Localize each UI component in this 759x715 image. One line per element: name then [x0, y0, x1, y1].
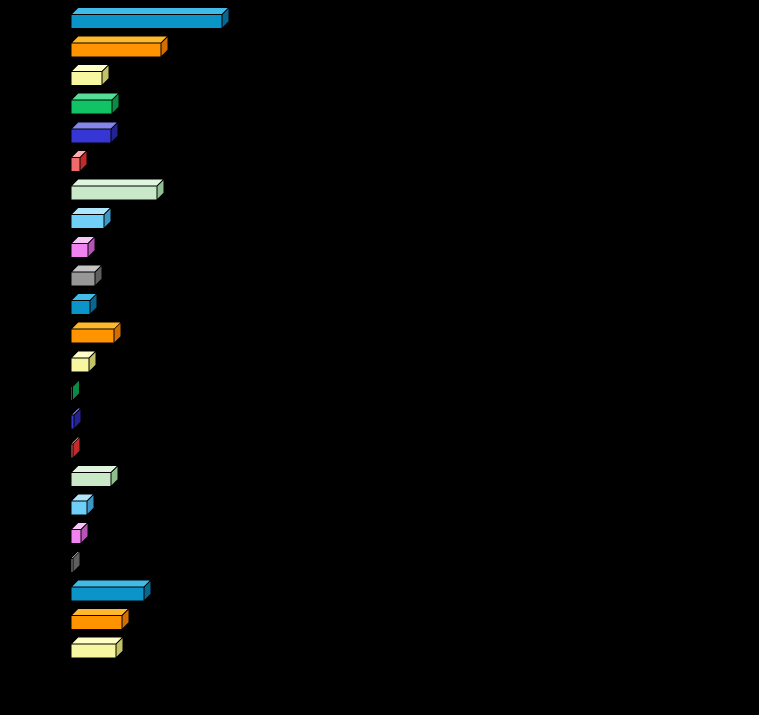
bar-row-15-indigo [70, 407, 82, 430]
bar-row-5-indigo [70, 121, 119, 144]
bar-front-face [70, 128, 112, 144]
bar-front-face [70, 156, 81, 172]
bar-row-21-azure [70, 579, 152, 602]
bar-row-2-orange [70, 35, 169, 58]
bar-row-23-pale-yellow [70, 636, 124, 659]
bar-top-face [70, 579, 152, 588]
bar-row-18-sky [70, 493, 95, 516]
bar-row-17-pale-green [70, 464, 119, 487]
bar-top-face [70, 178, 165, 187]
bar-front-face [70, 214, 105, 230]
bar-front-face [70, 357, 90, 373]
bar-front-face [70, 300, 91, 316]
bar-front-face [70, 586, 145, 602]
bar-row-3-pale-yellow [70, 64, 110, 87]
bar-row-4-emerald [70, 92, 120, 115]
bar-row-9-orchid [70, 235, 96, 258]
bar-top-face [70, 35, 169, 44]
bar-front-face [70, 99, 113, 115]
bar-front-face [70, 185, 158, 201]
bar-top-face [70, 636, 124, 645]
bar-front-face [70, 71, 103, 87]
bar-top-face [70, 464, 119, 473]
bar-row-19-orchid [70, 522, 89, 545]
bar-row-10-gray [70, 264, 103, 287]
bar-top-face [70, 6, 230, 15]
bar-row-11-azure [70, 293, 98, 316]
bar-row-14-emerald [70, 378, 80, 401]
bar-front-face [70, 443, 74, 459]
bar-row-22-orange [70, 608, 130, 631]
bar-front-face [70, 557, 74, 573]
bar-top-face [70, 121, 119, 130]
bar-front-face [70, 13, 223, 29]
bar-row-8-sky [70, 207, 112, 230]
bar-front-face [70, 42, 162, 58]
bar-top-face [70, 92, 120, 101]
bar-top-face [70, 321, 122, 330]
bar-row-13-pale-yellow [70, 350, 97, 373]
bar-row-12-orange [70, 321, 122, 344]
bar-front-face [70, 643, 117, 659]
bar-front-face [70, 271, 96, 287]
bar-front-face [70, 414, 75, 430]
bar-front-face [70, 328, 115, 344]
bar-row-7-pale-green [70, 178, 165, 201]
bar-row-20-gray [70, 550, 81, 573]
bar-front-face [70, 500, 88, 516]
bar-front-face [70, 529, 82, 545]
bar-row-16-red [70, 436, 81, 459]
bar-row-1-azure [70, 6, 230, 29]
bar-row-6-red [70, 149, 88, 172]
bar-front-face [70, 615, 123, 631]
bar-front-face [70, 471, 112, 487]
bar-top-face [70, 608, 130, 617]
bar-front-face [70, 385, 73, 401]
bar-front-face [70, 242, 89, 258]
